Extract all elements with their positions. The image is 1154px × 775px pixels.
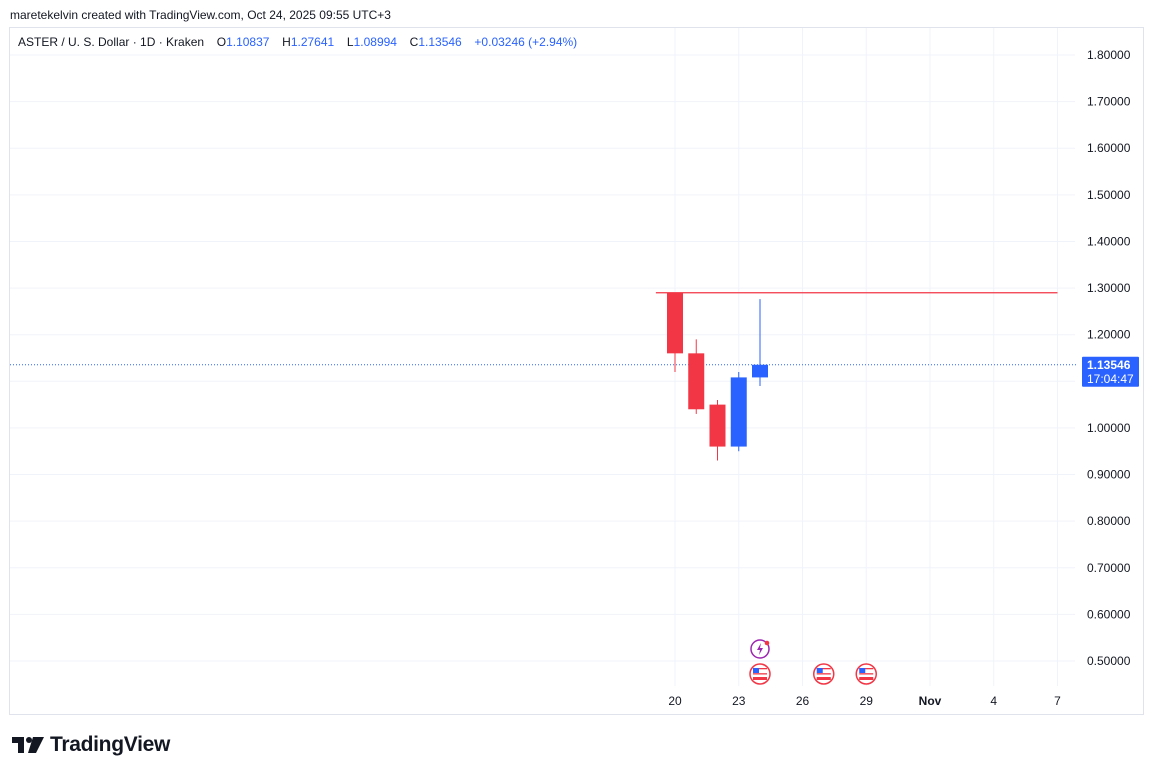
legend-low-value: 1.08994 xyxy=(353,35,397,49)
chart-frame xyxy=(9,27,1144,715)
legend-low-label: L xyxy=(346,35,354,49)
y-tick-label: 1.50000 xyxy=(1087,188,1131,202)
tradingview-logo-icon xyxy=(12,737,44,753)
x-tick-label: 20 xyxy=(668,694,682,708)
earnings-event-icon[interactable] xyxy=(750,639,770,659)
x-tick-label: Nov xyxy=(919,694,942,708)
y-tick-label: 0.90000 xyxy=(1087,468,1131,482)
y-tick-label: 0.80000 xyxy=(1087,514,1131,528)
legend-close-value: 1.13546 xyxy=(418,35,462,49)
x-tick-label: 23 xyxy=(732,694,746,708)
y-tick-label: 0.70000 xyxy=(1087,561,1131,575)
legend-high-value: 1.27641 xyxy=(290,35,335,49)
us-flag-event-icon[interactable] xyxy=(855,663,877,685)
legend-change: +0.03246 (+2.94%) xyxy=(474,35,578,49)
legend-close-label: C xyxy=(409,35,419,49)
y-tick-label: 1.80000 xyxy=(1087,48,1131,62)
x-tick-label: 29 xyxy=(860,694,874,708)
chart-legend: ASTER / U. S. Dollar · 1D · Kraken O1.10… xyxy=(18,35,577,49)
candle xyxy=(752,299,768,386)
legend-high-label: H xyxy=(282,35,291,49)
y-tick-label: 1.60000 xyxy=(1087,141,1131,155)
brand-name: TradingView xyxy=(50,733,171,756)
y-tick-label: 1.00000 xyxy=(1087,421,1131,435)
y-tick-label: 0.60000 xyxy=(1087,607,1131,621)
legend-open-value: 1.10837 xyxy=(226,35,270,49)
candle-body xyxy=(688,353,705,410)
candle-body xyxy=(730,377,747,447)
candle xyxy=(709,399,726,461)
legend-open-label: O xyxy=(216,35,227,49)
candle-body xyxy=(752,364,768,378)
y-tick-label: 0.50000 xyxy=(1087,654,1131,668)
x-tick-label: 26 xyxy=(796,694,810,708)
y-tick-label: 1.70000 xyxy=(1087,95,1131,109)
y-tick-label: 1.40000 xyxy=(1087,234,1131,248)
x-tick-label: 7 xyxy=(1054,694,1061,708)
last-price-countdown: 17:04:47 xyxy=(1087,372,1134,386)
last-price-value: 1.13546 xyxy=(1087,358,1131,372)
brand[interactable]: TradingView xyxy=(12,733,170,757)
y-tick-label: 1.30000 xyxy=(1087,281,1131,295)
us-flag-event-icon[interactable] xyxy=(813,663,835,685)
y-tick-label: 1.20000 xyxy=(1087,328,1131,342)
candle xyxy=(667,292,683,372)
candle-body xyxy=(667,292,683,354)
legend-symbol[interactable]: ASTER / U. S. Dollar · 1D · Kraken xyxy=(18,35,205,49)
candle-body xyxy=(709,404,726,447)
candle xyxy=(688,339,705,414)
x-tick-label: 4 xyxy=(990,694,997,708)
candle xyxy=(730,371,747,452)
last-price-tag xyxy=(1082,356,1139,387)
us-flag-event-icon[interactable] xyxy=(749,663,771,685)
chart-caption: maretekelvin created with TradingView.co… xyxy=(10,8,391,22)
